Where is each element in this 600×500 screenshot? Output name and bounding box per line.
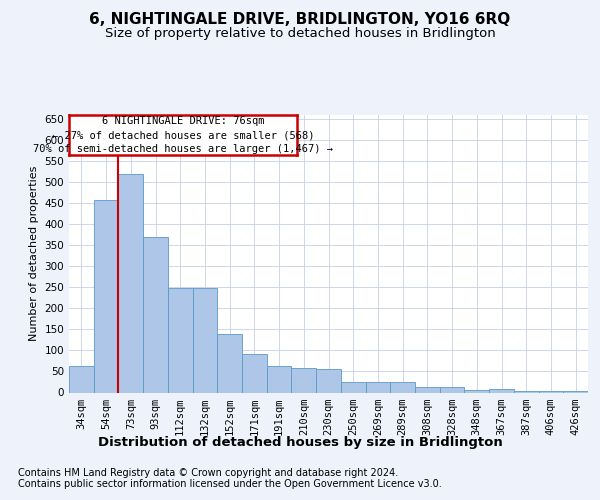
Text: Contains HM Land Registry data © Crown copyright and database right 2024.: Contains HM Land Registry data © Crown c… <box>18 468 398 477</box>
Bar <box>292 368 316 392</box>
Bar <box>365 382 390 392</box>
Bar <box>94 200 118 392</box>
Bar <box>415 388 440 392</box>
Bar <box>143 237 168 392</box>
Bar <box>440 388 464 392</box>
Bar <box>193 288 217 393</box>
Bar <box>118 174 143 392</box>
Bar <box>390 382 415 392</box>
Text: 6, NIGHTINGALE DRIVE, BRIDLINGTON, YO16 6RQ: 6, NIGHTINGALE DRIVE, BRIDLINGTON, YO16 … <box>89 12 511 28</box>
Y-axis label: Number of detached properties: Number of detached properties <box>29 166 39 342</box>
Bar <box>341 382 365 392</box>
Bar <box>217 334 242 392</box>
Text: Distribution of detached houses by size in Bridlington: Distribution of detached houses by size … <box>98 436 502 449</box>
Bar <box>464 390 489 392</box>
Bar <box>267 366 292 392</box>
Bar <box>539 391 563 392</box>
Text: Size of property relative to detached houses in Bridlington: Size of property relative to detached ho… <box>104 28 496 40</box>
Bar <box>316 370 341 392</box>
Bar <box>69 366 94 392</box>
Text: Contains public sector information licensed under the Open Government Licence v3: Contains public sector information licen… <box>18 479 442 489</box>
Bar <box>168 288 193 393</box>
Bar <box>242 354 267 393</box>
Bar <box>489 389 514 392</box>
Bar <box>514 391 539 392</box>
Bar <box>563 391 588 392</box>
